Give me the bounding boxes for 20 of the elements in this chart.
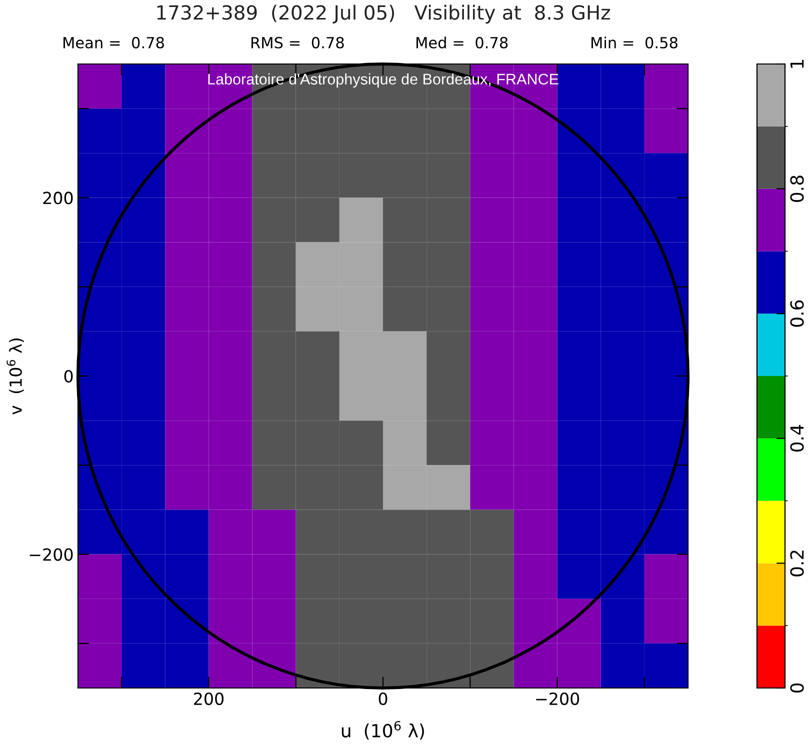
text: RMS = 0.78	[252, 36, 344, 48]
color-bar-label: 0.2	[790, 550, 804, 576]
color-bar-label: 1	[790, 60, 804, 68]
y-tick-label: 0	[64, 370, 73, 383]
chart-title: 1732+389 (2022 Jul 05) Visibility at 8.3 GHz	[157, 4, 610, 24]
x-tick-label: −200	[536, 692, 580, 706]
text: Min = 0.58	[592, 36, 678, 48]
text: Mean = 0.78	[64, 36, 164, 48]
color-bar-label: 0.4	[790, 425, 804, 452]
x-tick-label: 200	[194, 692, 224, 706]
x-tick-label: 0	[378, 692, 388, 706]
y-axis-title: v (10$^{6}$ λ)	[6, 338, 24, 415]
annotation: Laboratoire d'Astrophysique de Bordeaux, FRANCE	[208, 73, 558, 88]
y-tick-label: 200	[43, 192, 73, 204]
text: Med = 0.78	[416, 36, 508, 48]
color-bar-label: 0.6	[790, 300, 804, 327]
color-bar-label: 0.8	[790, 176, 804, 202]
y-tick-label: −200	[30, 548, 73, 561]
color-bar-label: 0	[790, 683, 804, 693]
x-axis-title: u (10$^{6}$ λ)	[342, 720, 424, 740]
